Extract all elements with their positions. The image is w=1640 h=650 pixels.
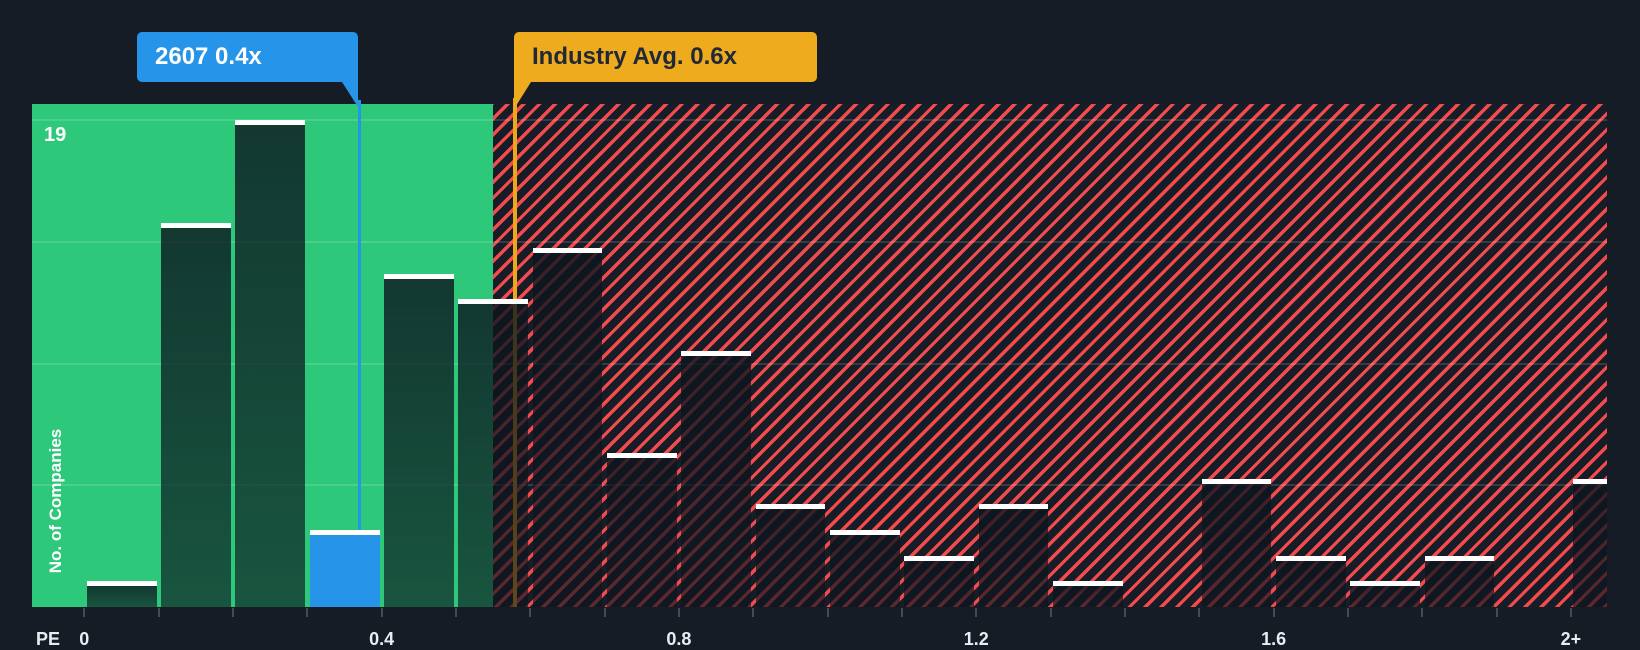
industry-average-tooltip: Industry Avg. 0.6x bbox=[514, 32, 817, 109]
bar-0.1-0.2[interactable] bbox=[161, 222, 231, 607]
gridline bbox=[32, 119, 1607, 121]
y-axis-max-label: 19 bbox=[44, 124, 67, 146]
x-tick-label-0.4: 0.4 bbox=[369, 629, 395, 649]
x-axis-tick bbox=[1569, 608, 1572, 617]
x-axis-tick bbox=[83, 608, 86, 617]
x-axis-tick bbox=[1346, 608, 1349, 617]
bar-1.0-1.1[interactable] bbox=[830, 530, 900, 607]
gridline bbox=[32, 362, 1607, 365]
above-average-region bbox=[493, 104, 1607, 607]
x-axis-tick bbox=[1495, 608, 1498, 617]
x-axis-tick bbox=[454, 608, 457, 617]
bar-1.6-1.7[interactable] bbox=[1276, 555, 1346, 607]
x-tick-label-1.6: 1.6 bbox=[1261, 629, 1287, 649]
x-axis-tick bbox=[1198, 608, 1201, 617]
x-axis-tick bbox=[380, 608, 383, 617]
gridline bbox=[32, 484, 1607, 487]
industry-average-tooltip-label: Industry Avg. 0.6x bbox=[532, 43, 737, 70]
x-axis-tick bbox=[157, 608, 160, 617]
bar-0.9-1.0[interactable] bbox=[755, 504, 826, 607]
bar-1.2-1.3[interactable] bbox=[978, 504, 1049, 607]
bar-0.4-0.5[interactable] bbox=[384, 273, 454, 607]
x-axis-tick bbox=[1123, 608, 1126, 617]
x-axis-tick bbox=[900, 608, 903, 617]
x-tick-label-1.2: 1.2 bbox=[963, 629, 989, 649]
x-axis-tick bbox=[603, 608, 606, 617]
x-axis-tick bbox=[752, 608, 755, 617]
x-axis-name-label: PE bbox=[36, 629, 61, 649]
bar-0.6-0.7[interactable] bbox=[532, 248, 603, 607]
bar-0.8-0.9[interactable] bbox=[681, 350, 752, 607]
x-axis-tick bbox=[1272, 608, 1275, 617]
company-tooltip: 2607 0.4x bbox=[137, 32, 358, 107]
x-tick-label-0.8: 0.8 bbox=[666, 629, 692, 649]
x-axis-tick bbox=[677, 608, 680, 617]
bar-1.1-1.2[interactable] bbox=[904, 555, 975, 607]
x-axis-tick bbox=[826, 608, 829, 617]
bar-1.8-1.9[interactable] bbox=[1424, 555, 1495, 607]
bar-0-0.1[interactable] bbox=[86, 581, 157, 607]
bar-1.5-1.6[interactable] bbox=[1201, 478, 1272, 607]
x-axis-tick bbox=[1421, 608, 1424, 617]
bar-0.2-0.3[interactable] bbox=[235, 120, 306, 607]
bar-1.3-1.4[interactable] bbox=[1053, 581, 1123, 607]
x-axis-tick bbox=[975, 608, 978, 617]
x-axis-tick bbox=[231, 608, 234, 617]
gridline bbox=[32, 240, 1607, 243]
company-marker-line bbox=[357, 100, 361, 531]
bar-0.7-0.8[interactable] bbox=[607, 453, 677, 607]
bar-0.3-0.4[interactable] bbox=[309, 530, 380, 607]
company-tooltip-label: 2607 0.4x bbox=[155, 43, 262, 70]
bar-1.7-1.8[interactable] bbox=[1350, 581, 1421, 607]
x-tick-label-0: 0 bbox=[79, 629, 90, 649]
x-axis-tick bbox=[306, 608, 309, 617]
x-axis-tick bbox=[529, 608, 532, 617]
bar-2.0+[interactable] bbox=[1573, 478, 1607, 607]
bar-0.5-0.6[interactable] bbox=[458, 299, 529, 607]
x-tick-label-2+: 2+ bbox=[1560, 629, 1582, 649]
x-axis-tick bbox=[1049, 608, 1052, 617]
y-axis-title: No. of Companies bbox=[46, 428, 65, 574]
